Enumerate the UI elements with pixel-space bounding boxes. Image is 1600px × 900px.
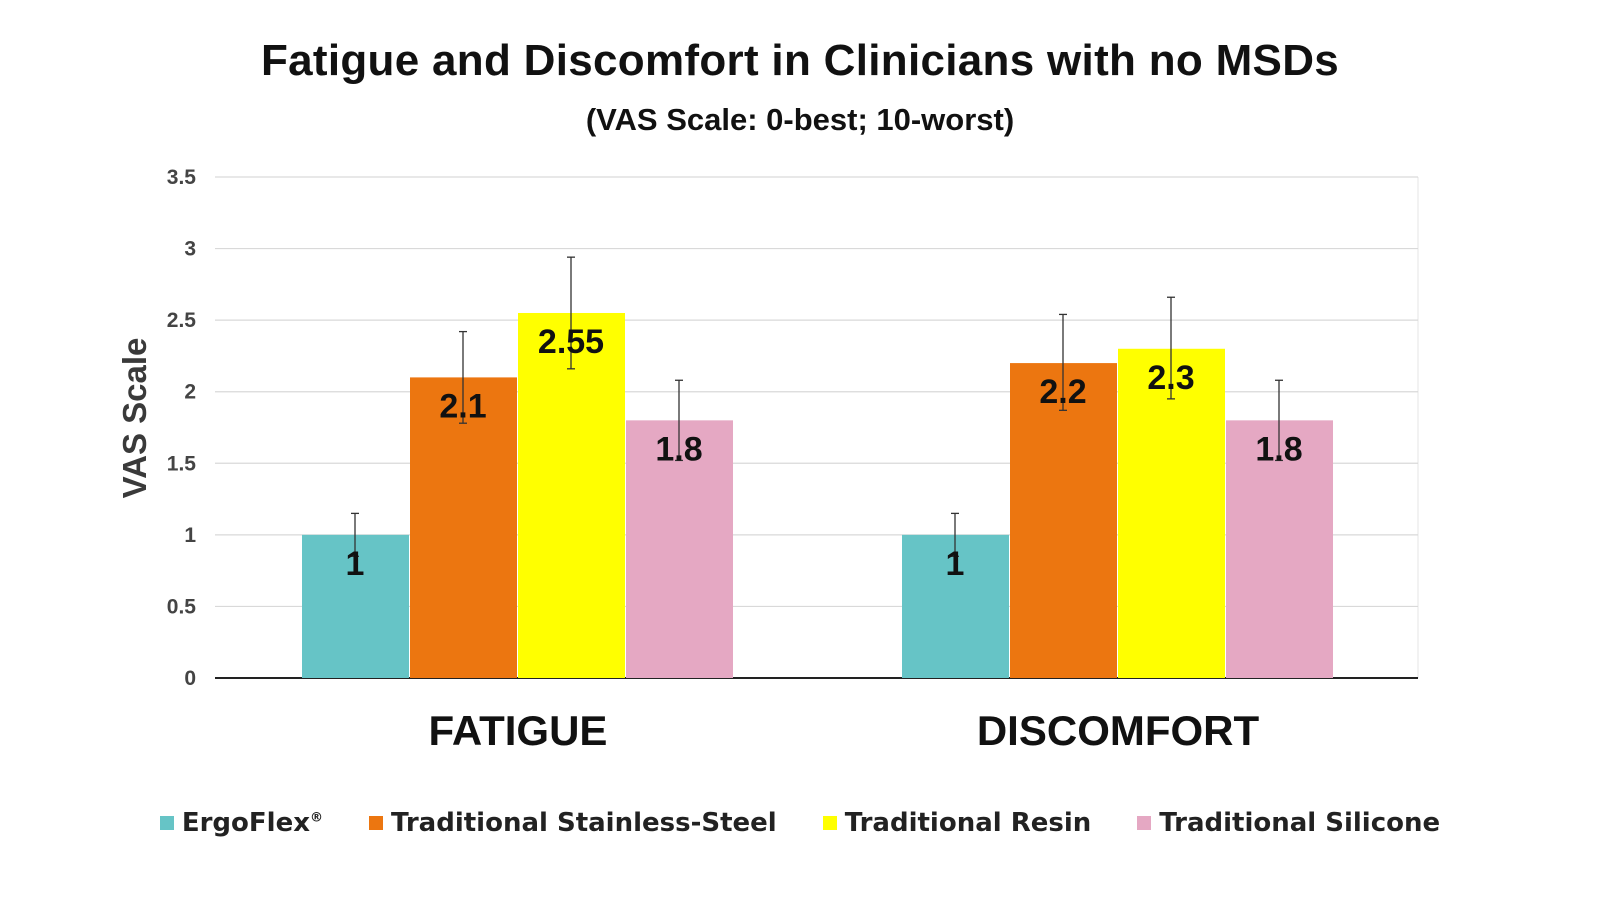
legend-swatch — [368, 816, 383, 830]
y-axis-ticks: 0 0.5 1 1.5 2 2.5 3 3.5 — [167, 166, 197, 690]
bar-discomfort-2 — [1010, 363, 1117, 678]
x-category-label: FATIGUE — [429, 707, 608, 754]
chart-title: Fatigue and Discomfort in Clinicians wit… — [260, 36, 1340, 85]
legend-swatch — [1137, 816, 1152, 830]
chart-subtitle: (VAS Scale: 0-best; 10-worst) — [585, 102, 1015, 137]
legend-item-silicone: Traditional Silicone — [1137, 808, 1440, 838]
y-tick-label: 1.5 — [167, 452, 197, 475]
x-category-label: DISCOMFORT — [977, 707, 1260, 754]
data-label: 1 — [346, 545, 365, 583]
data-label: 2.55 — [538, 323, 604, 361]
y-axis-label: VAS Scale — [116, 338, 153, 499]
y-tick-label: 2.5 — [167, 309, 197, 332]
bar-discomfort-3 — [1118, 348, 1225, 678]
data-label: 2.2 — [1039, 373, 1086, 411]
legend-swatch — [159, 816, 174, 830]
data-label: 2.1 — [439, 387, 486, 425]
bar-fatigue-3 — [518, 312, 625, 678]
y-tick-label: 0.5 — [167, 595, 197, 618]
y-tick-label: 3.5 — [167, 166, 197, 189]
y-tick-label: 3 — [184, 238, 196, 261]
y-tick-label: 0 — [184, 667, 196, 690]
y-tick-label: 2 — [184, 381, 196, 404]
data-label: 2.3 — [1147, 359, 1194, 397]
bar-discomfort-1 — [902, 534, 1009, 678]
data-labels: 1 2.1 2.55 1.8 1 2.2 2.3 1.8 — [346, 323, 1303, 583]
legend-item-resin: Traditional Resin — [822, 808, 1092, 838]
legend-item-stainless-steel: Traditional Stainless-Steel — [368, 808, 777, 838]
bar-fatigue-2 — [410, 377, 517, 678]
legend: ErgoFlex® Traditional Stainless-Steel Tr… — [0, 808, 1600, 838]
bars — [302, 312, 1333, 678]
data-label: 1.8 — [655, 430, 702, 468]
bar-chart: 0 0.5 1 1.5 2 2.5 3 3.5 1 2.1 2.55 1.8 1 2.2 2.3 1.8 F… — [116, 166, 1419, 754]
x-axis-categories: FATIGUE DISCOMFORT — [429, 707, 1260, 754]
legend-label: Traditional Resin — [844, 808, 1092, 838]
data-label: 1.8 — [1255, 430, 1302, 468]
bar-fatigue-4 — [626, 420, 733, 678]
legend-label: ErgoFlex® — [181, 808, 323, 838]
legend-swatch — [822, 816, 837, 830]
bar-fatigue-1 — [302, 534, 409, 678]
legend-label: Traditional Stainless-Steel — [390, 808, 777, 838]
bar-discomfort-4 — [1226, 420, 1333, 678]
legend-label: Traditional Silicone — [1159, 808, 1441, 838]
data-label: 1 — [946, 545, 965, 583]
y-tick-label: 1 — [184, 524, 196, 547]
legend-item-ergoflex: ErgoFlex® — [159, 808, 323, 838]
error-bars — [351, 256, 1283, 557]
